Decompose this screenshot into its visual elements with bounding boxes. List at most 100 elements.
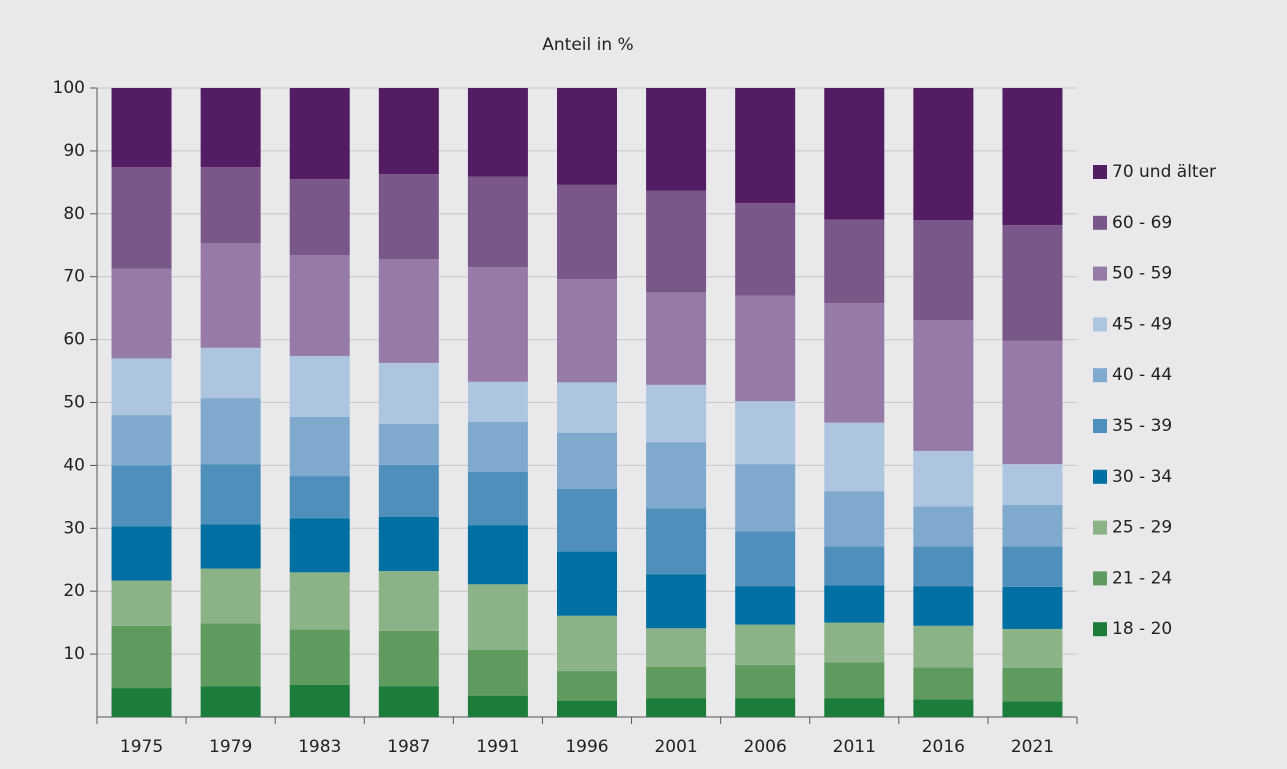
bar-segment xyxy=(824,662,885,699)
bar-segment xyxy=(646,292,707,385)
x-tick-label: 2006 xyxy=(744,737,787,757)
bar-segment xyxy=(111,465,172,527)
y-tick-label: 80 xyxy=(63,204,85,224)
bar-segment xyxy=(378,174,439,260)
bar-segment xyxy=(378,423,439,465)
y-tick-label: 50 xyxy=(63,393,85,413)
bar-segment xyxy=(111,625,172,689)
legend-swatch xyxy=(1093,215,1107,230)
bar-segment xyxy=(913,450,974,507)
bar-segment xyxy=(735,664,796,699)
y-tick-label: 70 xyxy=(63,267,85,287)
y-tick-label: 40 xyxy=(63,455,85,475)
bar-segment xyxy=(200,347,261,399)
bar-segment xyxy=(289,179,350,256)
bar-segment xyxy=(824,546,885,586)
bar-segment xyxy=(289,518,350,573)
bar-segment xyxy=(1002,667,1063,702)
x-tick-label: 1979 xyxy=(209,737,252,757)
bar-segment xyxy=(557,88,617,185)
chart-title: Anteil in % xyxy=(542,35,633,55)
bar-segment xyxy=(378,516,439,572)
bar-segment xyxy=(111,88,172,168)
bar-segment xyxy=(735,624,796,665)
legend-swatch xyxy=(1093,622,1107,637)
bar-segment xyxy=(289,572,350,630)
bar-segment xyxy=(289,88,350,180)
bar-segment xyxy=(913,320,974,451)
bar-segment xyxy=(200,623,261,687)
bar-segment xyxy=(1002,701,1063,717)
bar-segment xyxy=(646,88,707,191)
legend-swatch xyxy=(1093,520,1107,535)
x-tick-label: 1983 xyxy=(298,737,341,757)
bar-segment xyxy=(467,525,528,585)
legend-label: 45 - 49 xyxy=(1112,314,1172,334)
x-tick-label: 1987 xyxy=(387,737,430,757)
bar-segment xyxy=(557,671,617,701)
bar-segment xyxy=(378,686,439,717)
bar-segment xyxy=(913,667,974,700)
bar-segment xyxy=(467,88,528,177)
bar-segment xyxy=(913,220,974,321)
bar-segment xyxy=(557,488,617,552)
bar-segment xyxy=(1002,628,1063,668)
y-tick-label: 60 xyxy=(63,330,85,350)
bar-segment xyxy=(1002,586,1063,629)
bar-segment xyxy=(289,355,350,417)
bar-segment xyxy=(735,698,796,717)
bar-segment xyxy=(200,686,261,717)
legend-label: 70 und älter xyxy=(1112,162,1216,182)
bar-segment xyxy=(913,506,974,547)
bar-segment xyxy=(646,384,707,443)
bar-segment xyxy=(378,259,439,363)
legend-swatch xyxy=(1093,419,1107,433)
bar-segment xyxy=(200,167,261,244)
x-tick-label: 2021 xyxy=(1011,737,1054,757)
bar-segment xyxy=(378,630,439,687)
legend-swatch xyxy=(1093,469,1107,484)
bar-segment xyxy=(467,471,528,526)
bar-segment xyxy=(467,649,528,696)
bar-segment xyxy=(467,421,528,472)
bar-segment xyxy=(824,303,885,423)
bar-segment xyxy=(111,268,172,359)
legend-swatch xyxy=(1093,165,1107,179)
bar-segment xyxy=(200,524,261,569)
bar-segment xyxy=(913,88,974,221)
bar-segment xyxy=(289,255,350,356)
bar-segment xyxy=(467,381,528,422)
bar-segment xyxy=(467,267,528,382)
bar-segment xyxy=(824,88,885,220)
bar-segment xyxy=(200,243,261,348)
bar-segment xyxy=(557,615,617,672)
legend-label: 40 - 44 xyxy=(1112,365,1172,385)
bar-segment xyxy=(200,568,261,624)
y-tick-label: 20 xyxy=(63,581,85,601)
x-tick-label: 1991 xyxy=(476,737,519,757)
bar-segment xyxy=(646,666,707,699)
legend-label: 35 - 39 xyxy=(1112,416,1172,436)
legend-label: 30 - 34 xyxy=(1112,467,1172,487)
bar-segment xyxy=(289,416,350,477)
legend-label: 21 - 24 xyxy=(1112,568,1172,588)
bar-segment xyxy=(735,401,796,465)
x-tick-label: 1996 xyxy=(565,737,608,757)
bar-segment xyxy=(646,628,707,667)
bar-segment xyxy=(200,88,261,168)
bar-segment xyxy=(824,622,885,663)
bar-segment xyxy=(200,398,261,465)
bar-segment xyxy=(1002,88,1063,226)
bar-segment xyxy=(557,432,617,489)
bar-segment xyxy=(646,190,707,293)
bar-segment xyxy=(646,574,707,629)
x-tick-label: 2011 xyxy=(833,737,876,757)
legend-swatch xyxy=(1093,368,1107,383)
bar-segment xyxy=(824,219,885,304)
bar-segment xyxy=(735,295,796,402)
bar-segment xyxy=(913,699,974,717)
legend-label: 25 - 29 xyxy=(1112,518,1172,538)
bar-segment xyxy=(557,700,617,717)
